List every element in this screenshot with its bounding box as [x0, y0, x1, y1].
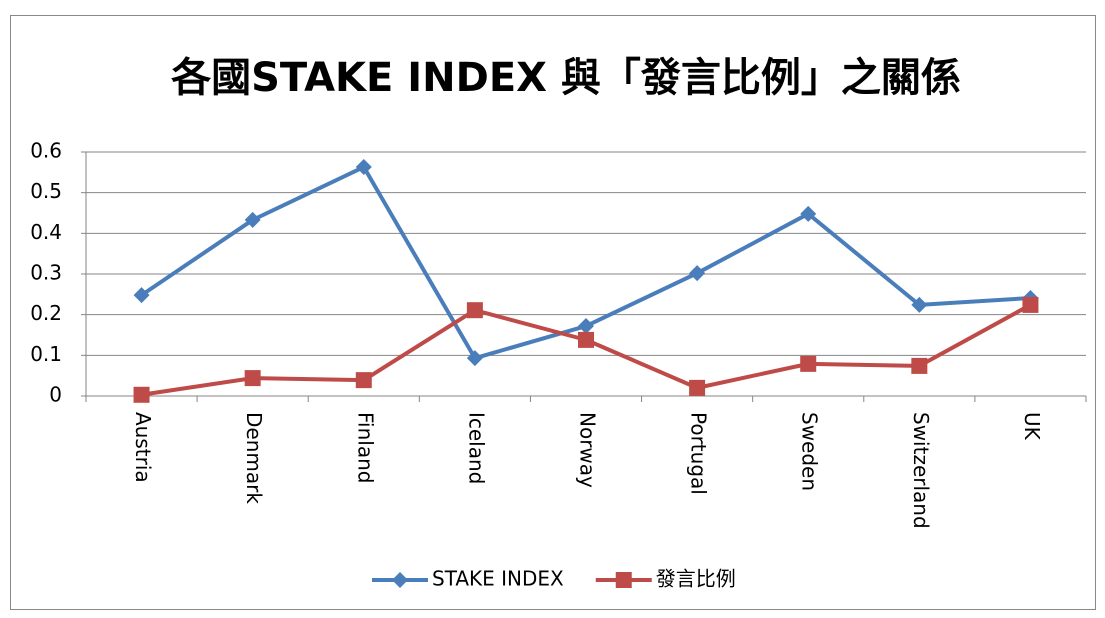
y-tick-label: 0.6 — [30, 139, 62, 163]
y-tick-label: 0 — [49, 383, 62, 407]
legend-label: 發言比例 — [656, 567, 736, 591]
marker — [800, 355, 817, 372]
marker — [911, 296, 928, 313]
x-tick-label: Austria — [131, 412, 155, 483]
marker — [466, 302, 483, 319]
x-tick-label: Switzerland — [909, 412, 933, 529]
x-tick-label: Sweden — [798, 412, 822, 491]
x-tick-label: Iceland — [464, 412, 488, 484]
marker — [800, 205, 817, 222]
marker — [615, 572, 632, 588]
chart-border — [10, 15, 1096, 610]
y-tick-label: 0.3 — [30, 261, 62, 285]
marker — [133, 287, 150, 304]
marker — [392, 572, 408, 588]
y-tick-label: 0.1 — [30, 342, 62, 366]
marker — [355, 372, 372, 389]
x-tick-label: Norway — [576, 412, 600, 488]
marker — [355, 159, 372, 176]
chart-title: 各國STAKE INDEX 與「發言比例」之關係 — [171, 55, 961, 101]
marker — [578, 318, 594, 335]
marker — [133, 386, 150, 403]
y-tick-label: 0.4 — [30, 220, 62, 244]
marker — [1022, 296, 1039, 313]
marker — [689, 265, 706, 282]
marker — [578, 331, 594, 348]
marker — [244, 211, 261, 228]
legend-label: STAKE INDEX — [432, 567, 564, 591]
x-tick-label: Denmark — [242, 412, 266, 504]
y-tick-label: 0.2 — [30, 301, 62, 325]
x-tick-label: UK — [1020, 412, 1044, 441]
marker — [689, 379, 706, 396]
marker — [466, 350, 483, 367]
marker — [244, 370, 261, 387]
x-tick-label: Finland — [353, 412, 377, 483]
y-tick-label: 0.5 — [30, 179, 62, 203]
marker — [911, 357, 928, 374]
x-tick-label: Portugal — [687, 412, 711, 495]
